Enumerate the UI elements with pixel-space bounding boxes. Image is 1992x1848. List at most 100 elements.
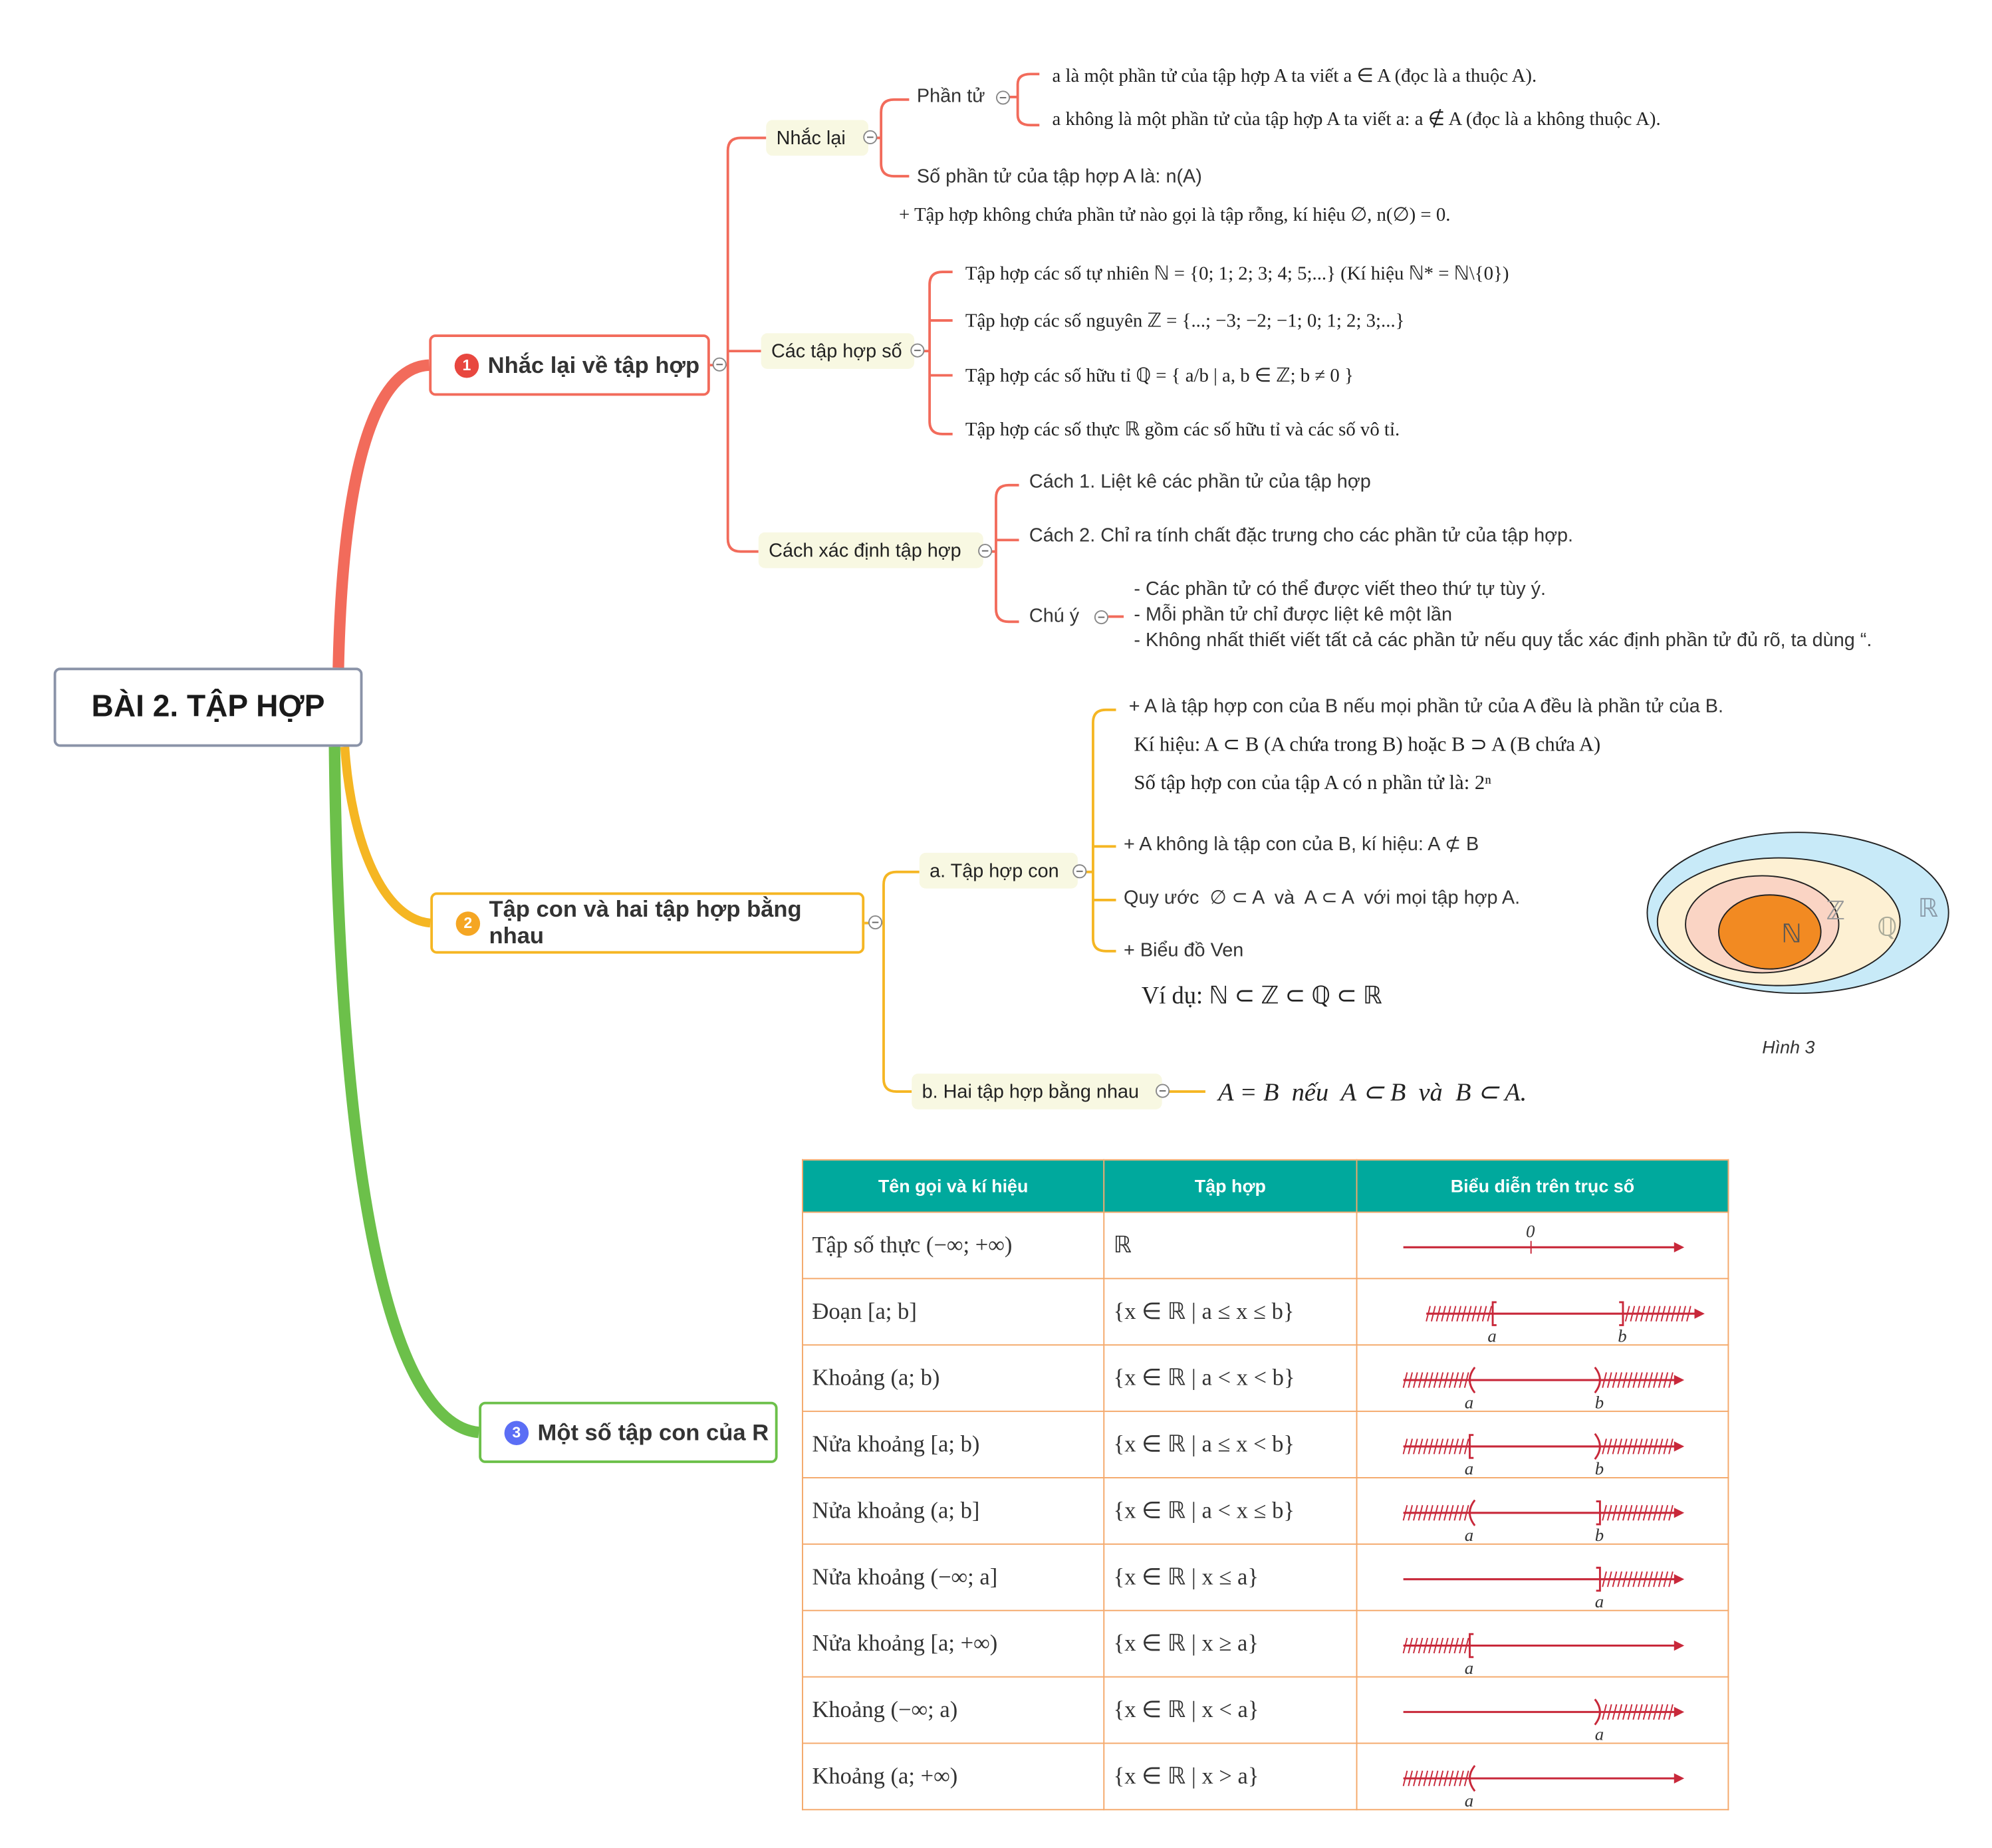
root-node[interactable]: BÀI 2. TẬP HỢP [53, 667, 363, 747]
open-bracket [1469, 1764, 1476, 1791]
method-item: Cách 2. Chỉ ra tính chất đặc trưng cho c… [1029, 524, 1574, 546]
interval-name: Nửa khoảng (−∞; a] [802, 1543, 1105, 1611]
closed-bracket [1596, 1500, 1601, 1525]
empty-set-text: + Tập hợp không chứa phần tử nào gọi là … [899, 205, 1451, 226]
axis-label: a [1465, 1458, 1473, 1476]
number-set-item: Tập hợp các số nguyên ℤ = {...; −3; −2; … [965, 311, 1405, 332]
hatch-mark [1453, 1371, 1459, 1387]
interval-name: Nửa khoảng [a; b) [802, 1411, 1105, 1478]
branch-2-line [340, 747, 432, 928]
collapse-icon[interactable] [868, 915, 883, 930]
count-text: Số phần tử của tập hợp A là: n(A) [916, 166, 1202, 188]
subnode-number-sets[interactable]: Các tập hợp số [761, 333, 915, 370]
hatch-mark [1413, 1504, 1418, 1520]
table-row: Đoạn [a; b] {x ∈ ℝ | a ≤ x ≤ b} a b [802, 1278, 1729, 1346]
branch-label: Một số tập con của R [537, 1419, 769, 1445]
hatch-mark [1653, 1438, 1658, 1454]
hatch-mark [1658, 1570, 1664, 1587]
interval-set: {x ∈ ℝ | a < x < b} [1103, 1344, 1358, 1413]
hatch-mark [1413, 1770, 1418, 1786]
table-row: Nửa khoảng (−∞; a] {x ∈ ℝ | x ≤ a} a [802, 1543, 1729, 1611]
hatch-mark [1408, 1438, 1414, 1454]
hatch-mark [1642, 1703, 1648, 1720]
hatch-mark [1606, 1438, 1612, 1454]
axis-arrow [1694, 1308, 1705, 1318]
hatch-mark [1602, 1570, 1607, 1587]
hatch-mark [1632, 1438, 1638, 1454]
hatch-mark [1413, 1371, 1418, 1387]
hatch-mark [1423, 1504, 1429, 1520]
number-line-cell: 0 [1356, 1211, 1729, 1280]
hatch-mark [1642, 1371, 1648, 1387]
hatch-mark [1463, 1371, 1469, 1387]
interval-name: Khoảng (a; b) [802, 1344, 1105, 1413]
collapse-icon[interactable] [863, 130, 878, 145]
hatch-mark [1461, 1305, 1467, 1321]
hatch-mark [1459, 1637, 1464, 1653]
hatch-mark [1606, 1570, 1612, 1587]
hatch-mark [1602, 1703, 1607, 1720]
hatch-mark [1602, 1371, 1607, 1387]
hatch-mark [1627, 1438, 1633, 1454]
branch-node-1[interactable]: 1 Nhắc lại về tập hợp [429, 334, 710, 396]
hatch-mark [1638, 1703, 1643, 1720]
hatch-mark [1668, 1703, 1674, 1720]
hatch-mark [1448, 1504, 1454, 1520]
collapse-icon[interactable] [910, 343, 925, 358]
hatch-mark [1617, 1438, 1622, 1454]
hatch-mark [1408, 1637, 1414, 1653]
hatch-mark [1686, 1305, 1691, 1321]
subnode-define-set[interactable]: Cách xác định tập hợp [758, 532, 983, 568]
hatch-mark [1463, 1504, 1469, 1520]
open-bracket [1594, 1432, 1601, 1460]
collapse-icon[interactable] [995, 90, 1011, 105]
hatch-mark [1463, 1770, 1469, 1786]
collapse-icon[interactable] [712, 357, 727, 372]
subnode-label: a. Tập hợp con [930, 860, 1059, 882]
subset-line: + A là tập hợp con của B nếu mọi phần tử… [1128, 695, 1724, 718]
hatch-mark [1642, 1504, 1648, 1520]
hatch-mark [1606, 1504, 1612, 1520]
hatch-mark [1423, 1371, 1429, 1387]
hatch-mark [1448, 1637, 1454, 1653]
collapse-icon[interactable] [978, 544, 993, 558]
hatch-mark [1612, 1504, 1618, 1520]
axis-arrow [1674, 1441, 1685, 1451]
axis-label: a [1465, 1657, 1473, 1676]
subnode-subset[interactable]: a. Tập hợp con [919, 852, 1078, 889]
hatch-mark [1671, 1305, 1676, 1321]
collapse-icon[interactable] [1094, 610, 1108, 625]
collapse-icon[interactable] [1156, 1084, 1170, 1098]
hatch-mark [1438, 1637, 1444, 1653]
subnode-equal-sets[interactable]: b. Hai tập hợp bằng nhau [912, 1074, 1162, 1109]
branch-node-2[interactable]: 2 Tập con và hai tập hợp bằng nhau [430, 892, 865, 954]
axis-label: b [1618, 1325, 1626, 1343]
table-row: Khoảng (a; b) {x ∈ ℝ | a < x < b} a b [802, 1344, 1729, 1413]
number-line-cell: a [1356, 1676, 1729, 1744]
hatch-mark [1663, 1438, 1669, 1454]
hatch-mark [1648, 1504, 1654, 1520]
hatch-mark [1622, 1570, 1628, 1587]
hatch-mark [1418, 1770, 1424, 1786]
hatch-mark [1632, 1570, 1638, 1587]
hatch-mark [1606, 1703, 1612, 1720]
interval-name: Nửa khoảng (a; b] [802, 1477, 1105, 1545]
number-line: a [1402, 1764, 1685, 1808]
subnode-recall[interactable]: Nhắc lại [766, 120, 868, 156]
hatch-mark [1438, 1438, 1444, 1454]
hatch-mark [1653, 1371, 1658, 1387]
hatch-mark [1622, 1504, 1628, 1520]
collapse-icon[interactable] [1072, 864, 1087, 879]
hatch-mark [1660, 1305, 1666, 1321]
hatch-mark [1413, 1637, 1418, 1653]
hatch-mark [1448, 1770, 1454, 1786]
hatch-mark [1627, 1570, 1633, 1587]
interval-set: {x ∈ ℝ | x ≤ a} [1103, 1543, 1358, 1611]
hatch-mark [1443, 1438, 1449, 1454]
hatch-mark [1428, 1371, 1433, 1387]
branch-node-3[interactable]: 3 Một số tập con của R [479, 1401, 778, 1463]
